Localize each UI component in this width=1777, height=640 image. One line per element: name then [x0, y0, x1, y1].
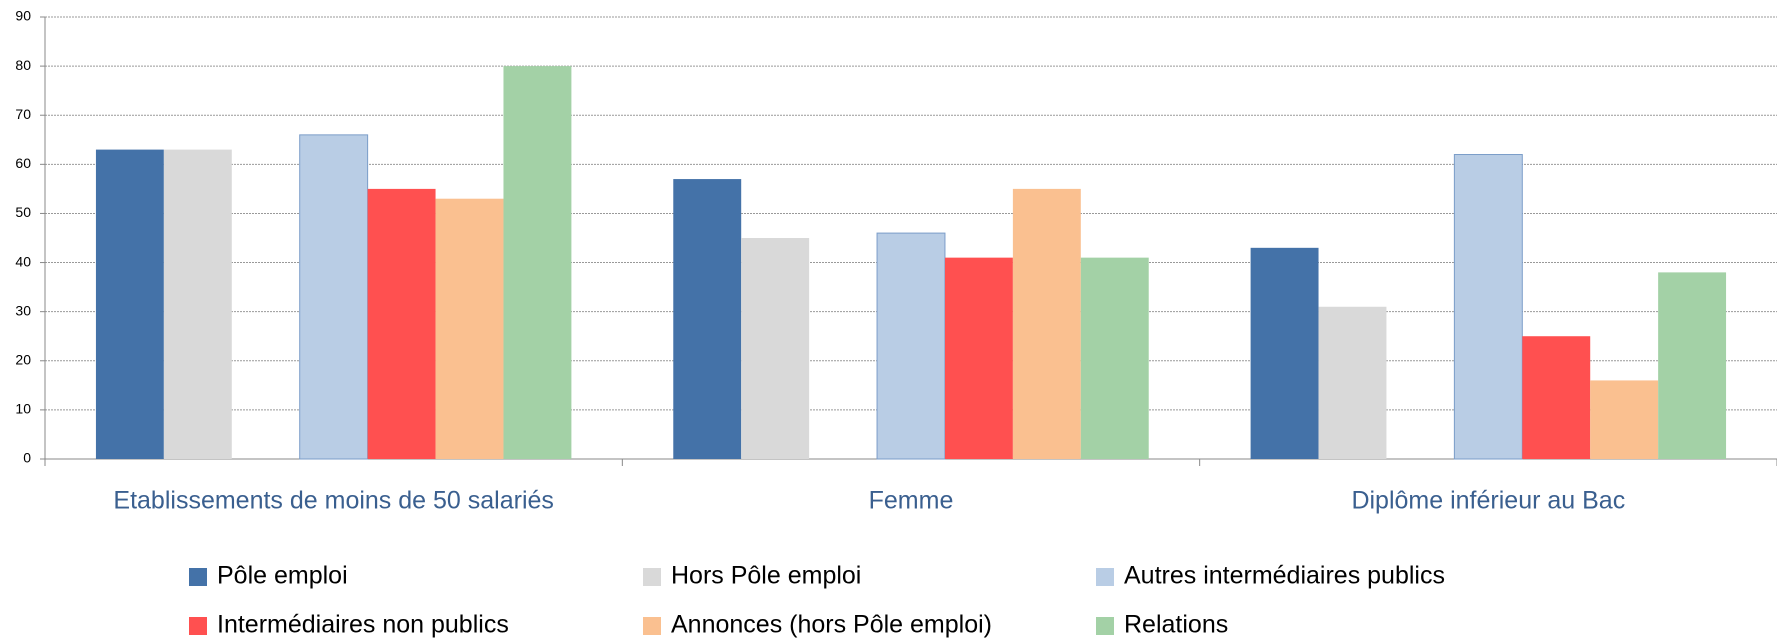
bar [1522, 336, 1591, 459]
y-tick-label: 0 [23, 450, 31, 466]
bar [1590, 380, 1659, 459]
y-tick-label: 80 [15, 57, 31, 73]
legend-swatch [189, 617, 207, 635]
legend-swatch [1096, 568, 1114, 586]
bar [163, 149, 232, 459]
bar [1318, 306, 1387, 459]
y-tick-label: 50 [15, 204, 31, 220]
x-tick-label: Femme [869, 487, 954, 515]
bar [876, 232, 946, 460]
legend-label: Hors Pôle emploi [671, 562, 861, 590]
y-tick-label: 30 [15, 302, 31, 318]
legend-label: Annonces (hors Pôle emploi) [671, 611, 992, 639]
bar [299, 134, 369, 460]
bar [503, 66, 572, 459]
legend-swatch [189, 568, 207, 586]
y-tick-label: 10 [15, 401, 31, 417]
bar [1012, 188, 1081, 459]
bar [95, 149, 164, 459]
y-tick-label: 60 [15, 155, 31, 171]
bar [1080, 257, 1149, 459]
legend-swatch [643, 617, 661, 635]
legend-label: Relations [1124, 611, 1228, 639]
y-tick-label: 40 [15, 253, 31, 269]
bar [1453, 154, 1523, 460]
y-tick-label: 90 [15, 8, 31, 24]
legend-label: Intermédiaires non publics [217, 611, 509, 639]
bar [1250, 247, 1319, 459]
bar [944, 257, 1013, 459]
legend-swatch [643, 568, 661, 586]
y-tick-label: 70 [15, 106, 31, 122]
bar [1658, 272, 1727, 459]
legend-swatch [1096, 617, 1114, 635]
bar [673, 179, 742, 460]
legend-label: Autres intermédiaires publics [1124, 562, 1445, 590]
y-tick-label: 20 [15, 351, 31, 367]
x-tick-label: Etablissements de moins de 50 salariés [113, 487, 554, 515]
x-tick-label: Diplôme inférieur au Bac [1351, 487, 1625, 515]
bar [367, 188, 436, 459]
bar [435, 198, 504, 459]
legend-label: Pôle emploi [217, 562, 348, 590]
bar [741, 238, 810, 459]
